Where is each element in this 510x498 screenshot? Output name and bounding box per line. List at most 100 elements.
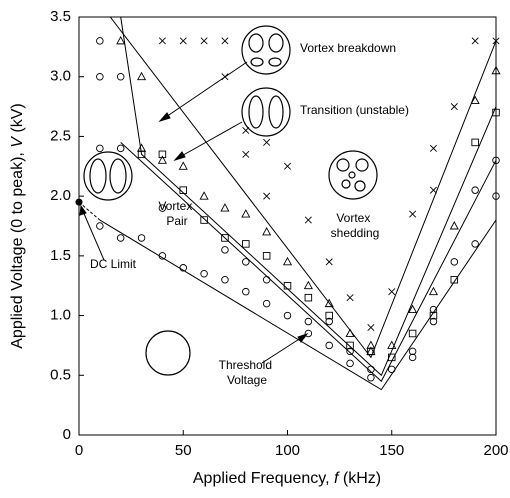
marker-square [137,150,146,159]
marker-square [492,108,500,117]
reference-circle [145,330,191,376]
marker-cross [242,126,250,134]
marker-triangle [178,161,188,170]
annotation: Transition (unstable) [300,103,409,117]
marker-circle [346,347,354,356]
x-label-part: Applied Frequency, [193,470,334,487]
marker-square [200,216,208,224]
dc-limit-line [78,201,101,221]
marker-circle [450,258,459,266]
marker-circle [158,252,167,260]
marker-circle [429,317,438,326]
marker-cross [346,294,354,302]
y-tick-label: 2.0 [50,187,71,204]
marker-circle [262,275,271,284]
marker-triangle [345,328,355,337]
y-tick-label: 2.5 [50,127,71,144]
boundary-line [109,16,497,359]
marker-square [158,150,167,159]
y-tick-label: 3.5 [50,8,71,25]
marker-circle [242,258,250,266]
marker-cross [242,150,250,158]
marker-triangle [241,209,251,218]
y-tick-label: 3.0 [50,68,71,85]
marker-circle [408,347,417,356]
marker-square [283,281,292,290]
marker-circle [283,311,292,320]
marker-square [325,311,333,320]
marker-circle [262,299,271,308]
marker-cross [179,37,187,45]
marker-cross [283,162,292,170]
marker-circle [96,37,104,45]
marker-circle [200,270,208,278]
marker-circle [346,359,354,368]
annotation-line: Vortex [158,199,192,213]
annotation-line: shedding [331,226,380,240]
x-axis-label: Applied Frequency, f (kHz) [193,470,381,487]
y-tick-label: 1.5 [50,247,71,264]
marker-square [242,240,250,248]
marker-circle [492,156,500,165]
x-label-part: (kHz) [338,470,381,487]
annotation-line: Vortex [336,211,370,225]
marker-triangle [220,203,230,212]
icon-transition [241,87,291,137]
marker-square [346,341,354,350]
y-axis-label: Applied Voltage (0 to peak), V (kV) [9,103,26,348]
marker-triangle [303,280,313,290]
boundary-line [120,16,497,377]
marker-circle [137,234,146,242]
annotation: Vortex shedding [331,211,380,240]
marker-square [450,275,459,284]
x-tick-label: 200 [483,442,508,459]
marker-cross [388,288,396,296]
annotation-line: Threshold [219,358,272,372]
marker-circle [471,186,479,194]
marker-cross [429,186,437,194]
marker-square [221,234,229,242]
marker-triangle [157,155,167,164]
marker-triangle [116,35,126,45]
marker-triangle [136,143,147,152]
icon-breakdown [241,25,291,75]
marker-square [429,311,438,320]
x-tick-label: 0 [75,442,83,459]
marker-circle [116,234,125,242]
marker-cross [471,37,479,45]
marker-cross [200,37,208,45]
marker-cross [221,37,229,45]
marker-circle [179,264,187,272]
marker-circle [221,275,229,284]
x-label-part: f [334,470,340,487]
marker-circle [492,192,500,200]
y-tick-label: 0 [63,426,71,443]
marker-circle [367,365,375,374]
marker-cross [409,210,417,218]
marker-square [408,329,417,338]
y-label-part: (kV) [9,103,26,137]
marker-triangle [262,227,272,236]
marker-circle [367,373,375,382]
y-tick-label: 0.5 [50,366,71,383]
y-label-part: Applied Voltage (0 to peak), [9,148,26,349]
marker-cross [429,144,437,152]
marker-square [262,252,271,260]
marker-circle [325,317,333,326]
marker-circle [158,204,167,212]
marker-triangle [324,298,334,308]
marker-circle [116,144,125,153]
marker-circle [325,341,333,350]
marker-circle [388,365,396,374]
marker-square [304,293,313,302]
x-tick-label: 100 [275,442,300,459]
marker-circle [242,287,250,296]
marker-square [471,138,479,147]
marker-circle [304,329,313,338]
marker-square [179,186,187,194]
annotation-line: Voltage [227,373,267,387]
marker-cross [158,37,166,45]
annotation: Threshold Voltage [219,358,276,387]
annotation: Vortex Pair [158,199,195,228]
marker-circle [221,246,229,254]
